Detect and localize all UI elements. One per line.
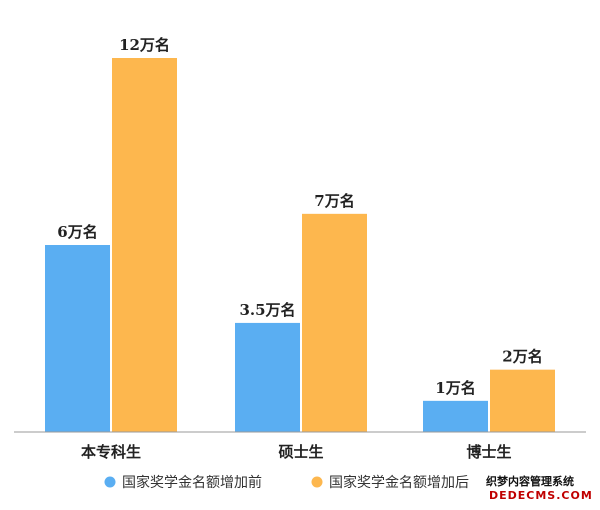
data-label-before-1: 3.5万名 [239, 301, 295, 319]
legend-label-1: 国家奖学金名额增加后 [329, 474, 469, 491]
watermark-line1: 织梦内容管理系统 [486, 474, 574, 488]
bar-after-0 [112, 58, 177, 432]
category-label-2: 博士生 [466, 443, 511, 461]
data-label-after-2: 2万名 [502, 348, 542, 366]
category-labels-group: 本专科生 硕士生 博士生 [81, 443, 512, 461]
bar-before-2 [423, 400, 488, 432]
data-label-after-0: 12万名 [119, 36, 170, 54]
data-label-before-2: 1万名 [435, 379, 475, 397]
legend-label-0: 国家奖学金名额增加前 [122, 474, 262, 491]
legend: 国家奖学金名额增加前 国家奖学金名额增加后 [104, 474, 469, 491]
watermark-line2: DEDECMS.COM [489, 489, 593, 502]
bar-labels-group: 6万名 12万名 3.5万名 7万名 1万名 2万名 [57, 36, 542, 397]
legend-marker-0 [104, 476, 116, 488]
data-label-before-0: 6万名 [57, 223, 97, 241]
bar-before-1 [235, 322, 300, 432]
category-label-1: 硕士生 [278, 443, 323, 461]
bar-after-2 [490, 369, 555, 432]
bar-before-0 [45, 245, 110, 432]
bars-group [45, 58, 555, 432]
bar-after-1 [302, 213, 367, 432]
category-label-0: 本专科生 [81, 443, 141, 461]
watermark: 织梦内容管理系统 DEDECMS.COM [486, 474, 593, 502]
data-label-after-1: 7万名 [314, 192, 354, 210]
legend-marker-1 [311, 476, 323, 488]
